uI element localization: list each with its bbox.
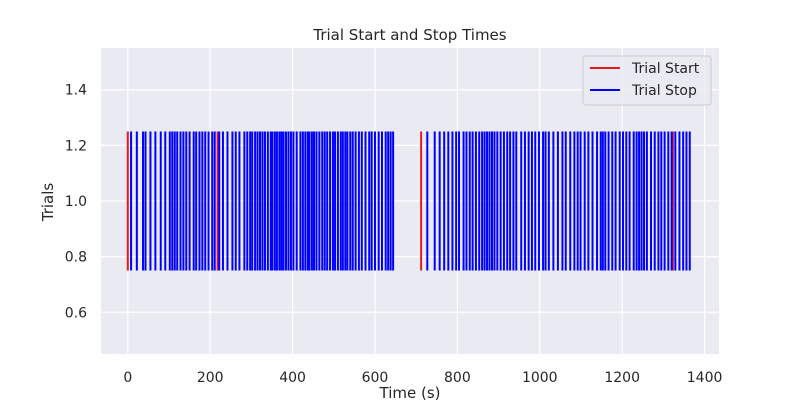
y-tick-label: 0.8 xyxy=(65,250,87,266)
legend-label-trial-stop: Trial Stop xyxy=(631,83,697,99)
x-tick-label: 1000 xyxy=(522,370,558,386)
x-axis-label: Time (s) xyxy=(379,384,441,400)
legend-label-trial-start: Trial Start xyxy=(631,61,700,77)
x-tick-label: 800 xyxy=(444,370,471,386)
trial-stop-lines xyxy=(130,131,691,271)
y-tick-label: 1.2 xyxy=(65,138,87,154)
x-tick-labels: 0 200 400 600 800 1000 1200 1400 xyxy=(123,370,722,386)
x-tick-label: 600 xyxy=(362,370,389,386)
x-tick-label: 400 xyxy=(279,370,306,386)
x-tick-label: 1400 xyxy=(687,370,723,386)
x-tick-label: 1200 xyxy=(604,370,640,386)
x-tick-label: 200 xyxy=(197,370,224,386)
y-tick-label: 1.4 xyxy=(65,83,87,99)
trial-start-lines xyxy=(126,131,674,271)
y-tick-labels: 0.6 0.8 1.0 1.2 1.4 xyxy=(65,83,87,322)
y-tick-label: 0.6 xyxy=(65,305,87,321)
x-tick-label: 0 xyxy=(123,370,132,386)
legend: Trial Start Trial Stop xyxy=(582,55,712,106)
chart-title: Trial Start and Stop Times xyxy=(312,26,506,44)
y-tick-label: 1.0 xyxy=(65,194,87,210)
y-axis-label: Trials xyxy=(39,183,57,223)
